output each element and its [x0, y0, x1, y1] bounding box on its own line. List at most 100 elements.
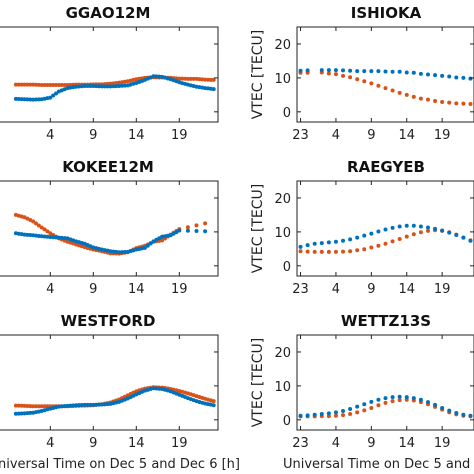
- data-point: [397, 90, 402, 95]
- data-point: [333, 249, 338, 254]
- data-point: [362, 408, 367, 413]
- data-point: [31, 404, 36, 409]
- data-point: [194, 223, 199, 228]
- data-point: [433, 73, 438, 78]
- data-point: [411, 70, 416, 75]
- data-point: [39, 234, 44, 239]
- data-point: [39, 225, 44, 230]
- data-point: [341, 249, 346, 254]
- data-point: [425, 72, 430, 77]
- x-tick-label: 4: [332, 128, 340, 143]
- data-point: [397, 398, 402, 403]
- x-tick-label: 4: [46, 436, 54, 451]
- data-point: [91, 402, 96, 407]
- data-point: [79, 84, 84, 89]
- data-point: [25, 404, 30, 409]
- data-point: [355, 248, 360, 253]
- x-tick-label: 19: [434, 282, 451, 297]
- axes-frame: [0, 334, 219, 431]
- data-point: [13, 411, 18, 416]
- data-point: [312, 412, 317, 417]
- data-point: [211, 403, 216, 408]
- data-point: [122, 83, 127, 88]
- data-point: [82, 84, 87, 89]
- data-point: [16, 411, 21, 416]
- data-point: [33, 404, 38, 409]
- x-tick-label: 23: [292, 128, 309, 143]
- data-point: [362, 247, 367, 252]
- data-point: [54, 91, 59, 96]
- data-point: [376, 403, 381, 408]
- data-point: [45, 229, 50, 234]
- data-point: [31, 97, 36, 102]
- data-point: [440, 405, 445, 410]
- data-point: [362, 79, 367, 84]
- data-point: [348, 75, 353, 80]
- data-point: [376, 243, 381, 248]
- data-point: [76, 84, 81, 89]
- panel-title: WESTFORD: [61, 312, 156, 330]
- data-point: [148, 241, 153, 246]
- data-point: [348, 68, 353, 73]
- data-point: [369, 231, 374, 236]
- data-point: [390, 239, 395, 244]
- data-point: [447, 230, 452, 235]
- data-point: [390, 225, 395, 230]
- data-point: [117, 250, 122, 255]
- data-point: [88, 402, 93, 407]
- data-point: [94, 84, 99, 89]
- data-point: [383, 227, 388, 232]
- data-point: [411, 94, 416, 99]
- data-point: [114, 84, 119, 89]
- data-point: [33, 97, 38, 102]
- data-point: [117, 84, 122, 89]
- data-point: [203, 77, 208, 82]
- data-point: [355, 404, 360, 409]
- data-point: [440, 99, 445, 104]
- data-point: [145, 243, 150, 248]
- x-tick-label: 19: [434, 128, 451, 143]
- data-point: [404, 70, 409, 75]
- data-point: [108, 84, 113, 89]
- data-point: [191, 76, 196, 81]
- series-group: [298, 223, 473, 254]
- data-point: [341, 409, 346, 413]
- data-point: [22, 82, 27, 87]
- data-point: [65, 403, 70, 408]
- data-point: [319, 68, 324, 73]
- data-point: [461, 235, 466, 240]
- data-point: [418, 96, 423, 101]
- data-point: [376, 397, 381, 402]
- data-point: [28, 404, 33, 409]
- data-point: [74, 403, 79, 408]
- data-point: [208, 77, 213, 82]
- data-point: [404, 234, 409, 239]
- y-axis-label: VTEC [TECU]: [250, 184, 266, 274]
- data-point: [180, 76, 185, 81]
- y-axis-label: VTEC [TECU]: [250, 30, 266, 120]
- data-point: [305, 243, 310, 248]
- data-point: [79, 403, 84, 408]
- data-point: [56, 404, 61, 409]
- x-tick-label: 4: [332, 436, 340, 451]
- data-point: [333, 413, 338, 418]
- data-point: [468, 76, 473, 81]
- data-point: [39, 404, 44, 409]
- data-point: [28, 233, 33, 238]
- data-point: [369, 69, 374, 74]
- series-group: [13, 212, 208, 256]
- data-point: [404, 92, 409, 97]
- data-point: [59, 235, 64, 240]
- data-point: [48, 95, 53, 100]
- data-point: [48, 234, 53, 239]
- data-point: [177, 228, 182, 233]
- data-point: [45, 83, 50, 88]
- data-point: [62, 83, 67, 88]
- y-tick-label: 10: [274, 226, 291, 241]
- x-tick-label: 4: [332, 282, 340, 297]
- data-point: [418, 224, 423, 229]
- panel-4: 23 4 9 14 19 0 10 20 RAEGYEB VTEC [TECU]: [250, 158, 474, 297]
- y-tick-label: 0: [283, 414, 291, 429]
- data-point: [102, 84, 107, 89]
- data-point: [194, 76, 199, 81]
